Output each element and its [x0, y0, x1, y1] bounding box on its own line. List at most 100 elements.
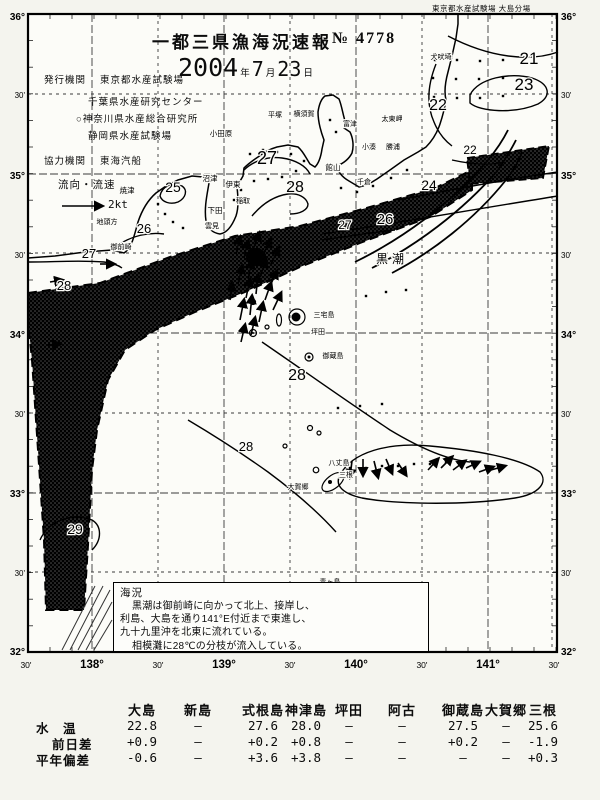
station-dot: [396, 464, 400, 468]
current-arrow: [232, 233, 244, 255]
contour-label: 28: [57, 278, 71, 293]
axis-label-right: 30': [561, 251, 572, 260]
place-label: 御蔵島: [323, 351, 344, 360]
note-line-2: 利島、大島を通り141°E付近まで東進し、: [120, 614, 312, 626]
current-arrow: [234, 262, 246, 285]
contour-label: 28: [288, 367, 306, 384]
axis-label-left: 32°: [10, 647, 25, 658]
issuer-sub-3: 静岡県水産試験場: [88, 131, 173, 142]
date-day: 23: [277, 57, 302, 81]
station-dot: [501, 58, 505, 62]
axis-label-left: 30': [15, 410, 26, 419]
axis-label-bottom: 30': [152, 660, 163, 670]
axis-label-right: 30': [561, 410, 572, 419]
current-arrow: [270, 245, 281, 265]
station-dot: [275, 150, 279, 154]
graticule: [28, 14, 557, 652]
flow-legend-speed: 2kt: [108, 198, 128, 211]
station-dot: [455, 96, 459, 100]
axis-label-right: 30': [561, 91, 572, 100]
axis-label-right: 36°: [561, 12, 576, 23]
place-label: 横須賀: [294, 109, 315, 118]
station-dot: [328, 118, 332, 122]
station-dot: [302, 159, 306, 163]
issuer-main: 東京都水産試験場: [100, 75, 185, 86]
coastline: [27, 14, 459, 259]
axis-label-left: 34°: [10, 330, 25, 341]
current-arrow: [236, 296, 248, 321]
axis-label-left: 30': [15, 569, 26, 578]
contour-label: 27: [338, 218, 352, 232]
place-label: 稲取: [236, 196, 250, 205]
current-arrow: [237, 321, 249, 343]
place-label: 焼津: [120, 186, 135, 195]
place-label: 大賀郷: [288, 482, 309, 491]
flow-legend-label: 流向・流速: [58, 179, 116, 191]
table-cell: —: [194, 734, 202, 749]
current-arrow: [427, 456, 441, 471]
contour-label: 28: [286, 179, 304, 196]
place-label: 小田原: [210, 129, 233, 138]
current-arrow: [255, 299, 267, 323]
note-line-1: 黒潮は御前崎に向かって北上、接岸し、: [132, 601, 316, 612]
current-arrow: [452, 459, 468, 471]
table-cell: +0.9: [126, 734, 158, 749]
current-arrow: [49, 275, 66, 287]
page-title: 一都三県漁海況速報: [152, 33, 332, 52]
current-arrow: [47, 339, 64, 351]
axis-label-left: 35°: [10, 171, 25, 182]
current-arrow: [225, 279, 237, 301]
issue-date: 2004 年 7 月 23 日: [178, 53, 315, 82]
issuer-sub-1: 千葉県水産研究センター: [88, 97, 204, 108]
place-label: 伊東: [226, 179, 241, 189]
axis-label-left: 30': [15, 251, 26, 260]
table-cell: +0.8: [290, 734, 322, 749]
date-month-unit: 月: [265, 68, 276, 79]
station-dot: [171, 220, 175, 224]
table-cell: —: [502, 734, 510, 749]
branch-note: 東京都水産試験場 大島分場: [432, 4, 531, 13]
station-dot: [364, 466, 368, 470]
contour-label: 23: [515, 75, 534, 94]
contour-label: 25: [165, 179, 181, 195]
station-dot: [266, 177, 270, 181]
current-arrow: [240, 237, 252, 259]
issuer-sub-2: ○神奈川県水産総合研究所: [76, 114, 199, 125]
temperature-contours: [27, 35, 559, 551]
contour-label: 28: [239, 439, 253, 454]
axis-label-right: 33°: [561, 489, 576, 500]
station-dot: [181, 226, 185, 230]
place-label: 富津: [343, 119, 357, 128]
table-cell: —: [398, 750, 406, 765]
station-dot: [289, 152, 293, 156]
current-arrow: [258, 256, 269, 278]
cooperation-value: 東海汽船: [100, 156, 143, 167]
table-row-label: 水 温: [36, 722, 77, 736]
table-cell: —: [502, 718, 510, 733]
current-arrow: [465, 460, 482, 471]
axis-label-left: 30': [15, 91, 26, 100]
current-arrow: [490, 462, 509, 474]
station-dot: [478, 59, 482, 63]
contour-label: 27: [257, 148, 277, 168]
station-dot: [384, 290, 388, 294]
station-dot: [501, 76, 505, 80]
axis-label-bottom: 30': [416, 660, 427, 670]
current-arrow: [262, 236, 273, 256]
axis-label-bottom: 141°: [476, 659, 500, 671]
table-col-header: 新島: [183, 703, 213, 718]
table-col-header: 阿古: [387, 703, 417, 718]
current-arrow: [251, 271, 263, 295]
place-label: 坪田: [311, 328, 325, 336]
place-label: 三根: [339, 470, 353, 479]
station-dot: [455, 58, 459, 62]
station-dot: [404, 288, 408, 292]
station-dot: [428, 462, 432, 466]
station-dot: [380, 402, 384, 406]
report-number-label: №: [332, 30, 351, 47]
axis-label-bottom: 30': [284, 660, 295, 670]
note-line-3: 九十九里沖を北東に流れている。: [120, 627, 273, 639]
current-arrow: [247, 314, 259, 336]
place-label: 千倉: [357, 177, 371, 186]
